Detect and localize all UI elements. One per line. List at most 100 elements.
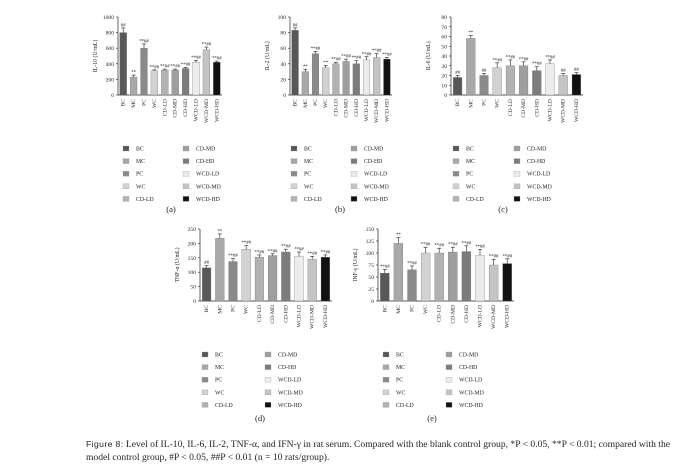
legend-swatch (122, 171, 130, 177)
legend-swatch (350, 145, 358, 152)
x-tick-label: PC (142, 99, 148, 106)
legend-label: BC (304, 147, 312, 153)
legend-label: WC (466, 184, 475, 190)
x-tick-label: BC (204, 305, 210, 313)
significance-label: **## (160, 65, 170, 70)
significance-label: **## (321, 250, 331, 255)
x-tick-label: CD-HD (354, 99, 360, 117)
bar (301, 71, 309, 96)
bar (311, 53, 320, 96)
y-tick-label: 150 (188, 256, 197, 262)
legend-swatch (264, 389, 272, 395)
significance-label: **## (212, 57, 222, 62)
bar (140, 48, 148, 96)
x-tick-label: MC (396, 305, 402, 314)
legend-swatch (350, 158, 358, 164)
x-tick-label: CD-LD (333, 99, 339, 116)
y-axis-label: TNF-α (U/mL) (174, 247, 181, 282)
x-tick-label: WC (323, 99, 329, 108)
significance-label: **## (191, 56, 201, 61)
legend-label: MC (215, 365, 224, 371)
panel-label: (d) (255, 413, 265, 423)
y-tick-label: 50 (368, 275, 374, 281)
x-tick-label: WCD-LD (478, 305, 484, 327)
legend-label: WCD-MD (278, 390, 303, 396)
bar (545, 63, 555, 96)
legend-swatch (382, 402, 390, 408)
y-axis-label: IL-10 (U/mL) (92, 40, 99, 72)
panel-label: (e) (427, 413, 437, 423)
legend-swatch (452, 196, 460, 202)
significance-label: ** (131, 71, 136, 76)
legend-swatch (264, 402, 272, 408)
legend-label: MC (466, 159, 475, 165)
bar (519, 65, 529, 96)
legend-label: CD-MD (278, 353, 297, 359)
bar (466, 38, 476, 96)
significance-label: ## (574, 68, 579, 73)
legend-label: PC (396, 378, 403, 384)
legend-label: WCD-MD (459, 390, 484, 396)
bar (558, 75, 568, 96)
legend-swatch (290, 171, 298, 177)
y-tick-label: 200 (106, 77, 115, 83)
y-axis-label: INF-γ (U/mL) (352, 248, 359, 281)
bar (241, 249, 251, 302)
legend-swatch (445, 377, 453, 383)
significance-label: **## (294, 248, 304, 253)
legend-label: CD-HD (196, 159, 214, 165)
legend-swatch (201, 351, 209, 358)
y-tick-label: 20 (441, 74, 447, 80)
legend-label: WC (136, 184, 145, 190)
legend-label: WCD-LD (278, 378, 301, 384)
legend-label: WCD-MD (364, 184, 389, 190)
legend-label: WCD-MD (196, 184, 221, 190)
x-tick-label: BC (382, 305, 388, 313)
x-tick-label: WCD-HD (384, 99, 390, 122)
legend-label: WCD-HD (196, 197, 220, 203)
legend-label: CD-LD (136, 197, 154, 203)
x-tick-label: PC (231, 305, 237, 312)
bar (150, 70, 158, 96)
x-tick-label: WCD-HD (574, 99, 580, 122)
legend-swatch (452, 171, 460, 177)
legend-label: WC (215, 390, 224, 396)
legend-swatch (182, 171, 190, 177)
x-tick-label: CD-HD (283, 305, 289, 323)
x-tick-label: BC (455, 99, 461, 107)
y-tick-label: 250 (188, 227, 197, 233)
bar (448, 251, 458, 302)
legend-label: WCD-HD (459, 403, 483, 409)
bar (322, 67, 330, 96)
y-tick-label: 40 (441, 54, 447, 60)
x-tick-label: CD-MD (521, 99, 527, 118)
y-tick-label: 0 (371, 299, 374, 305)
legend-label: WCD-LD (364, 172, 387, 178)
x-tick-label: MC (468, 99, 474, 108)
y-tick-label: 20 (280, 77, 286, 83)
chart-panel-1: 0 200 400 600 800 1000 IL-10 (U/mL) ## BC ** MC **#… (92, 15, 222, 214)
legend-swatch (201, 377, 209, 383)
significance-label: **## (462, 241, 472, 246)
significance-label: ** (396, 233, 401, 238)
x-tick-label: WCD-MD (561, 99, 567, 123)
y-tick-label: 80 (280, 31, 286, 37)
significance-label: ## (455, 71, 460, 76)
significance-label: **## (362, 52, 372, 57)
legend-swatch (290, 183, 298, 189)
y-tick-label: 125 (366, 239, 375, 245)
legend-label: WCD-HD (527, 197, 551, 203)
legend-swatch (452, 145, 460, 152)
legend-label: CD-LD (396, 403, 414, 409)
bar (119, 32, 127, 96)
x-tick-label: MC (217, 305, 223, 314)
significance-label: **## (489, 255, 499, 260)
x-tick-label: CD-HD (464, 305, 470, 323)
legend-swatch (513, 183, 521, 189)
legend-label: CD-HD (459, 365, 477, 371)
bar (488, 264, 499, 302)
legend-label: CD-LD (304, 197, 322, 203)
bar (228, 261, 238, 302)
significance-label: ## (561, 69, 566, 74)
significance-label: **## (255, 250, 265, 255)
